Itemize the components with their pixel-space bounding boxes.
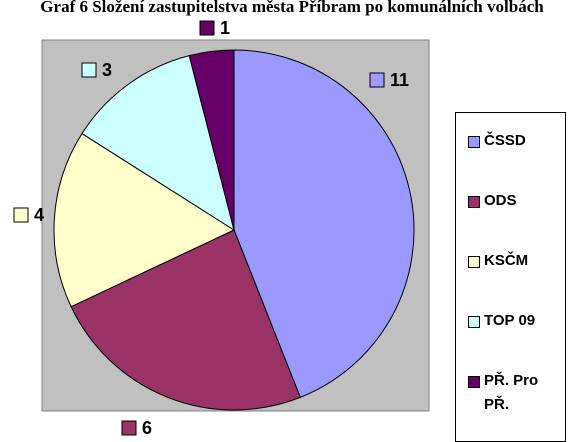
data-label: 6 bbox=[142, 418, 152, 436]
pie-slice bbox=[70, 229, 301, 411]
chart-title: Graf 6 Složení zastupitelstva města Příb… bbox=[40, 0, 544, 16]
legend-swatch bbox=[468, 196, 480, 208]
label-swatch bbox=[369, 72, 385, 88]
label-swatch bbox=[81, 62, 97, 78]
pie-slice bbox=[81, 55, 235, 232]
legend-swatch bbox=[468, 256, 480, 268]
pie-slice bbox=[233, 49, 415, 399]
legend-item: PŘ. Pro PŘ. bbox=[468, 372, 559, 417]
legend-item: ČSSD bbox=[468, 132, 559, 153]
legend-label: TOP 09 bbox=[484, 312, 536, 329]
label-swatch bbox=[121, 420, 137, 436]
legend-swatch bbox=[468, 136, 480, 148]
pie-slice bbox=[53, 132, 236, 308]
legend: ČSSD ODS KSČM TOP 09 PŘ. Pro PŘ. bbox=[455, 112, 566, 442]
legend-label: PŘ. Pro PŘ. bbox=[484, 372, 539, 413]
legend-item: ODS bbox=[468, 192, 559, 213]
legend-item: KSČM bbox=[468, 252, 559, 273]
legend-swatch bbox=[468, 376, 480, 388]
legend-label: KSČM bbox=[484, 252, 529, 269]
pie-slice bbox=[188, 49, 235, 231]
legend-item: TOP 09 bbox=[468, 312, 559, 333]
data-label: 11 bbox=[390, 70, 409, 90]
label-swatch bbox=[199, 20, 215, 36]
data-label: 4 bbox=[34, 205, 44, 225]
data-label: 3 bbox=[102, 60, 112, 80]
label-swatch bbox=[13, 207, 29, 223]
legend-label: ODS bbox=[484, 192, 517, 209]
legend-label: ČSSD bbox=[484, 132, 526, 149]
data-label: 1 bbox=[220, 18, 230, 38]
legend-swatch bbox=[468, 316, 480, 328]
